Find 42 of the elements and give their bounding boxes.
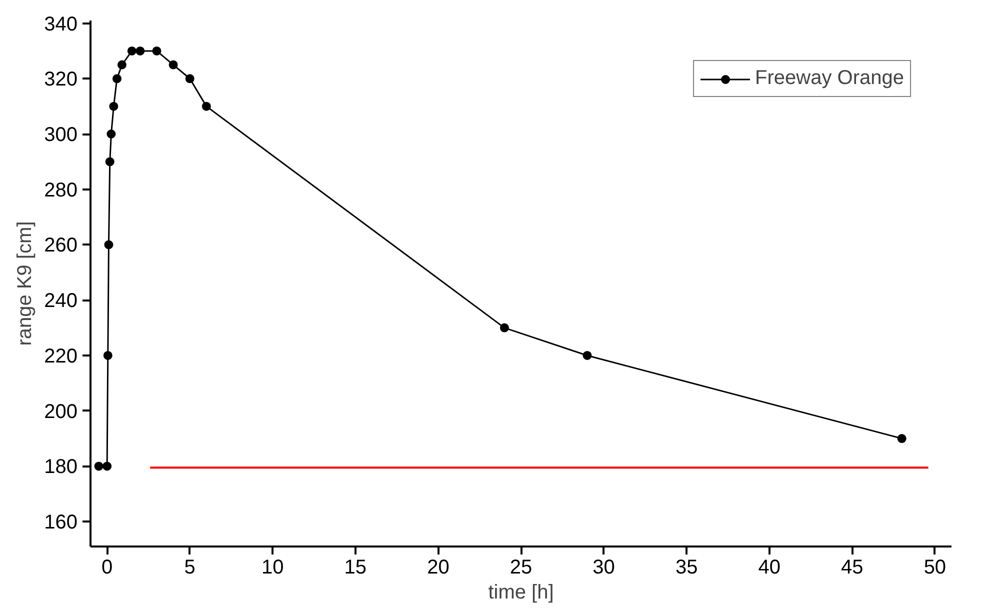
point: [105, 157, 114, 166]
x-tick-label: 25: [510, 556, 532, 578]
y-axis-title: range K9 [cm]: [14, 221, 36, 346]
x-tick-label: 10: [262, 556, 284, 578]
y-tick-label: 180: [44, 456, 78, 478]
point: [94, 462, 104, 471]
point: [897, 434, 906, 444]
point: [136, 46, 145, 56]
x-tick-label: 45: [841, 556, 864, 578]
point: [117, 60, 126, 70]
point: [112, 74, 122, 84]
x-tick-label: 0: [101, 556, 113, 578]
point: [202, 102, 211, 111]
y-tick-label: 300: [44, 124, 78, 146]
x-tick-label: 15: [344, 556, 367, 578]
x-axis-title: time [h]: [488, 582, 554, 604]
point: [106, 130, 116, 138]
point: [500, 323, 509, 332]
legend-label: Freeway Orange: [755, 67, 904, 90]
x-tick-label: 50: [924, 556, 946, 578]
point: [185, 74, 194, 84]
point: [102, 462, 112, 471]
x-tick-label: 35: [675, 556, 698, 578]
point: [127, 46, 136, 56]
x-tick-label: 5: [184, 556, 196, 578]
y-tick-label: 200: [44, 400, 78, 423]
point: [152, 46, 162, 56]
point: [109, 102, 118, 111]
point: [104, 240, 114, 250]
y-tick-label: 220: [44, 345, 78, 368]
y-tick-label: 160: [44, 512, 78, 534]
y-tick-label: 260: [44, 234, 78, 257]
x-tick-label: 30: [592, 556, 615, 578]
y-tick-label: 280: [44, 179, 78, 202]
point: [168, 60, 178, 70]
y-tick-label: 240: [44, 290, 78, 312]
x-tick-label: 20: [427, 556, 450, 578]
point: [103, 350, 112, 360]
y-tick-label: 320: [44, 68, 78, 91]
x-tick-label: 40: [758, 556, 780, 578]
y-tick-label: 340: [44, 13, 78, 36]
point: [582, 350, 592, 360]
